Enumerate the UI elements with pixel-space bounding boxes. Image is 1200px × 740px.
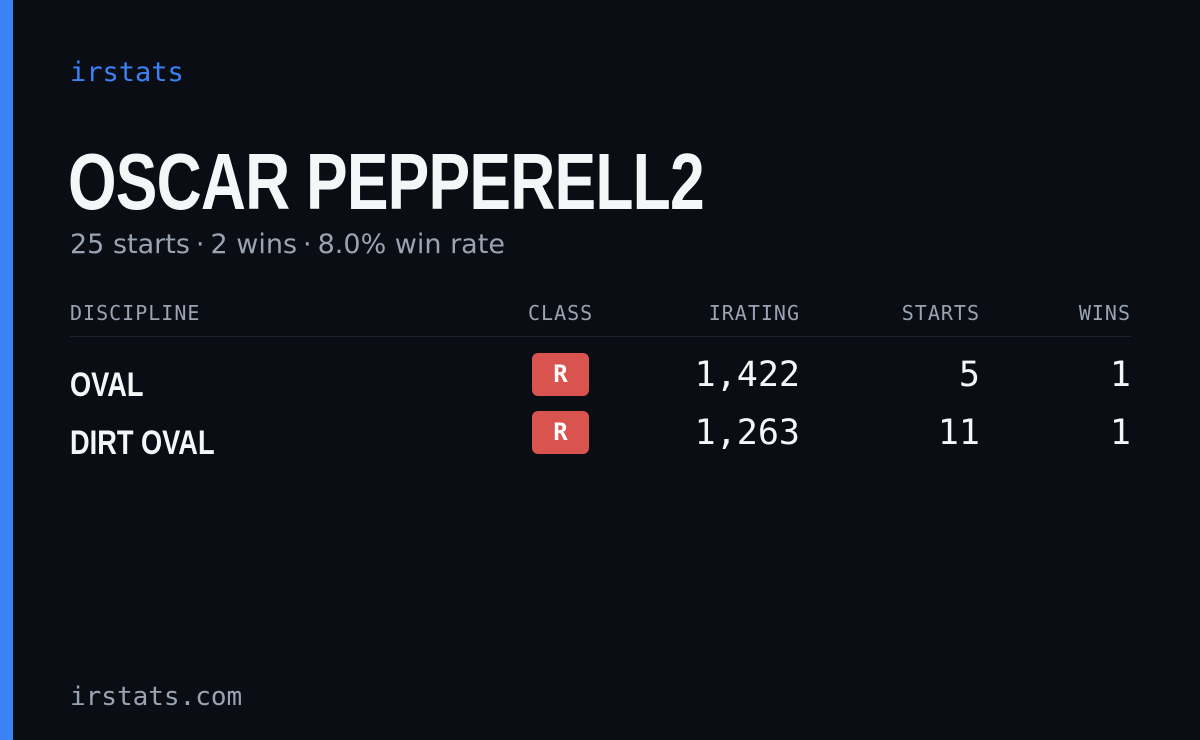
player-name: OSCAR PEPPERELL2 bbox=[68, 137, 705, 226]
brand-logo-text: irstats bbox=[70, 57, 184, 88]
summary-starts: 25 starts bbox=[70, 229, 190, 260]
table-body: OVAL R 1,422 5 1 DIRT OVAL R 1,263 11 1 bbox=[70, 337, 1131, 467]
license-class-badge: R bbox=[532, 411, 589, 454]
row-discipline: OVAL bbox=[70, 366, 144, 404]
accent-bar bbox=[0, 0, 13, 740]
row-wins: 1 bbox=[1109, 355, 1131, 395]
row-starts: 5 bbox=[958, 355, 980, 395]
summary-separator: · bbox=[303, 229, 312, 260]
column-header-wins: WINS bbox=[1078, 301, 1131, 325]
summary-wins: 2 wins bbox=[210, 229, 298, 260]
discipline-table: DISCIPLINE CLASS IRATING STARTS WINS OVA… bbox=[70, 298, 1131, 467]
column-header-discipline: DISCIPLINE bbox=[70, 301, 201, 325]
row-discipline: DIRT OVAL bbox=[70, 424, 215, 462]
column-header-starts: STARTS bbox=[901, 301, 980, 325]
row-starts: 11 bbox=[937, 413, 980, 453]
table-row: OVAL R 1,422 5 1 bbox=[70, 351, 1131, 409]
footer-site-url: irstats.com bbox=[70, 682, 243, 712]
table-header-row: DISCIPLINE CLASS IRATING STARTS WINS bbox=[70, 298, 1131, 337]
column-header-class: CLASS bbox=[528, 301, 594, 325]
license-class-badge: R bbox=[532, 353, 589, 396]
summary-win-rate: 8.0% win rate bbox=[317, 229, 505, 260]
summary-separator: · bbox=[195, 229, 205, 260]
row-irating: 1,422 bbox=[694, 355, 800, 395]
career-summary: 25 starts · 2 wins · 8.0% win rate bbox=[70, 228, 505, 262]
column-header-irating: IRATING bbox=[708, 301, 800, 325]
row-irating: 1,263 bbox=[694, 413, 800, 453]
table-row: DIRT OVAL R 1,263 11 1 bbox=[70, 409, 1131, 467]
row-wins: 1 bbox=[1109, 413, 1131, 453]
